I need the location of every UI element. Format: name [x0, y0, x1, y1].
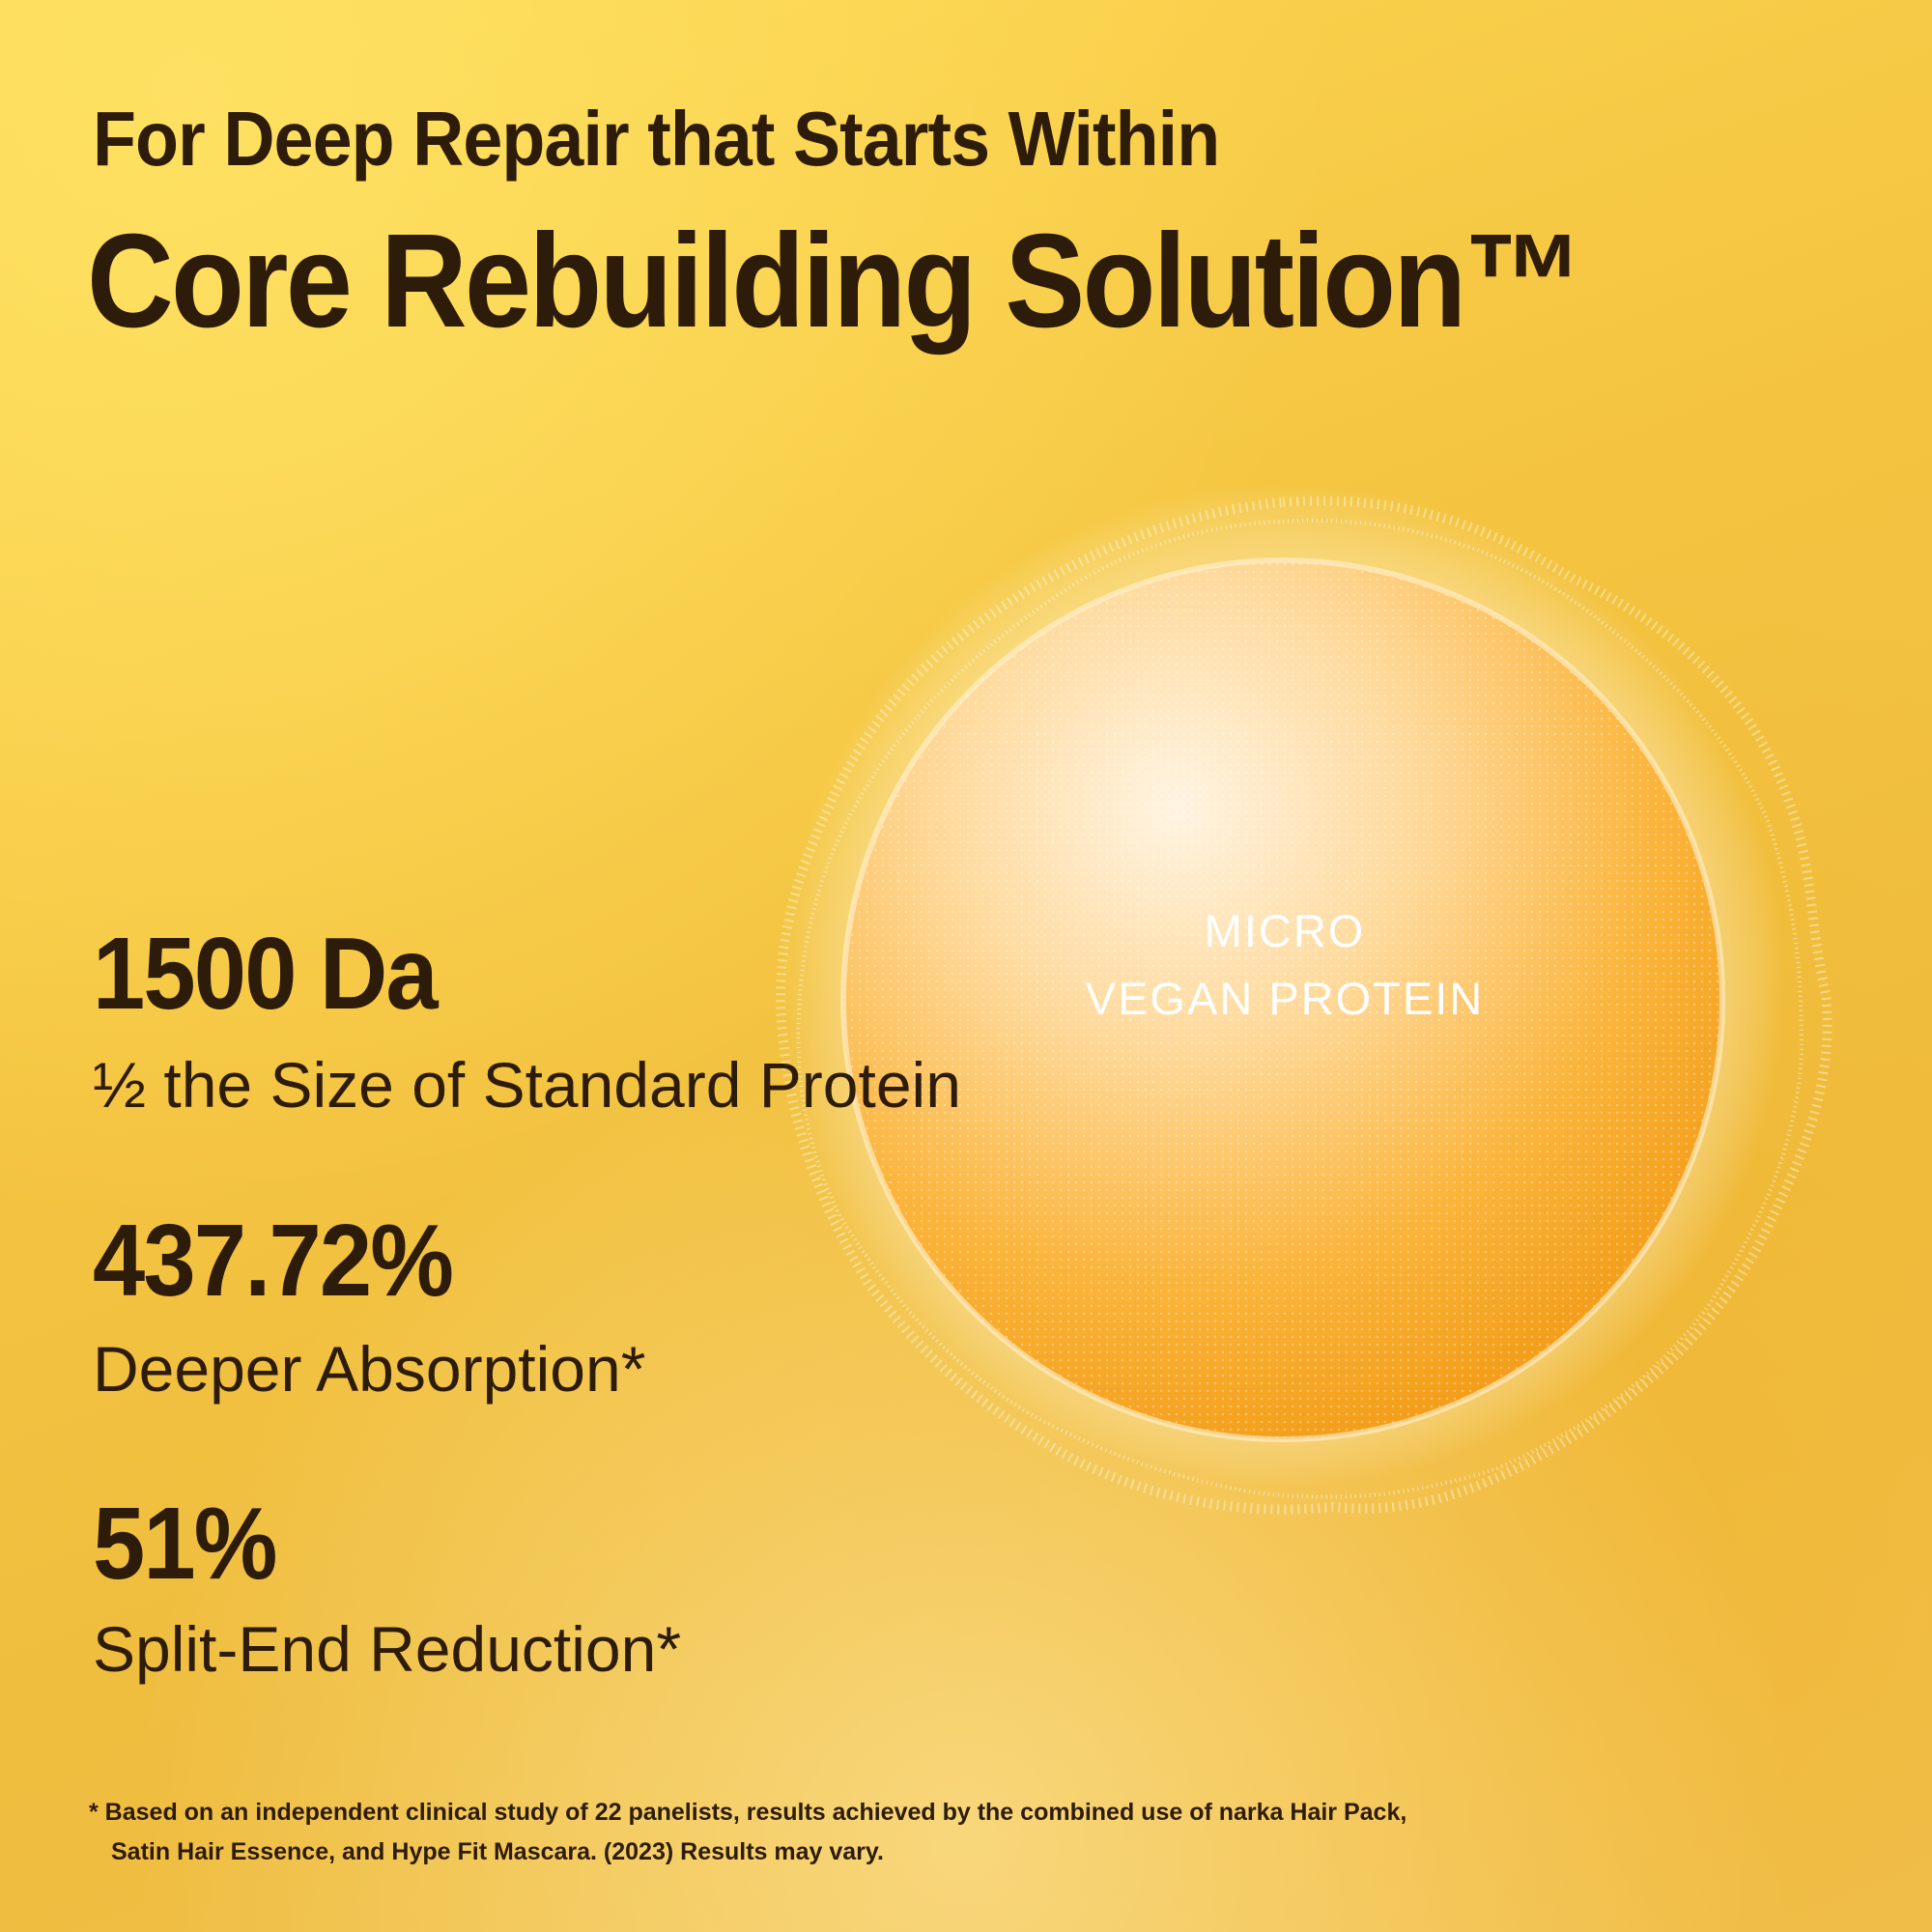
protein-sphere-graphic — [776, 483, 1833, 1515]
micro-protein-sphere: MICRO VEGAN PROTEIN — [734, 454, 1835, 1565]
sphere-label-line1: MICRO — [1204, 905, 1366, 956]
footnote-disclaimer: * Based on an independent clinical study… — [89, 1793, 1406, 1872]
header-subtitle: For Deep Repair that Starts Within — [93, 96, 1220, 182]
footnote-line1: * Based on an independent clinical study… — [89, 1799, 1407, 1826]
footnote-line2: Satin Hair Essence, and Hype Fit Mascara… — [111, 1838, 884, 1865]
stat-label-absorption: Deeper Absorption* — [93, 1333, 646, 1405]
stat-label-size: ½ the Size of Standard Protein — [93, 1049, 961, 1121]
sphere-label-line2: VEGAN PROTEIN — [1085, 973, 1485, 1024]
stat-label-split-end: Split-End Reduction* — [93, 1613, 682, 1685]
stat-value-split-end: 51% — [93, 1487, 278, 1601]
header-title: Core Rebuilding Solution™ — [87, 207, 1584, 355]
stat-value-size: 1500 Da — [93, 917, 439, 1031]
stat-value-absorption: 437.72% — [93, 1204, 454, 1318]
